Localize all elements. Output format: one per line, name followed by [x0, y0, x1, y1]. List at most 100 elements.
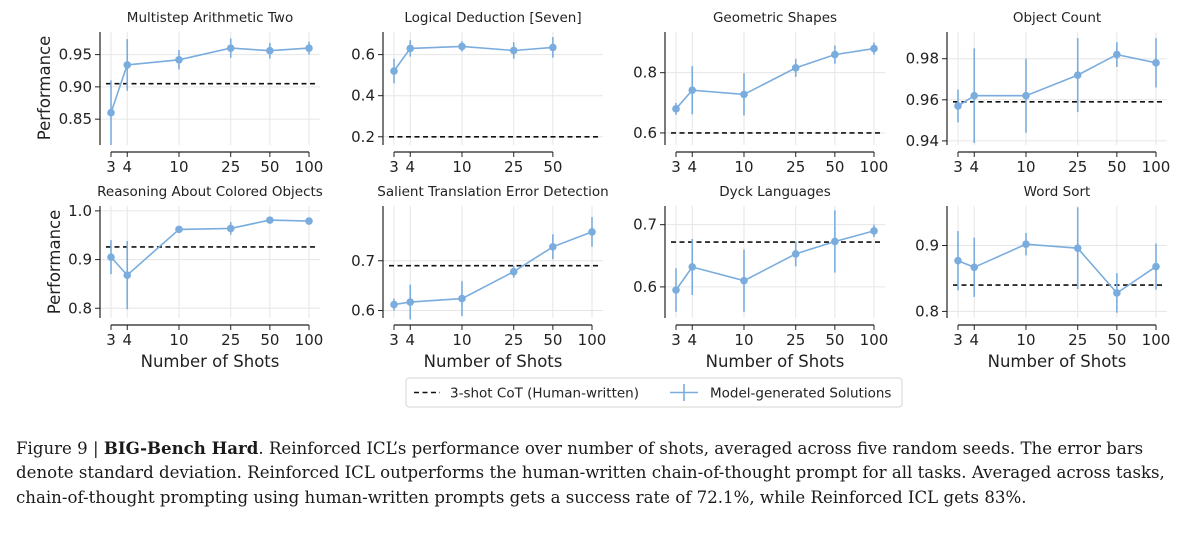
x-tick-label: 100 — [1142, 331, 1171, 349]
x-tick-label: 3 — [389, 331, 399, 349]
x-tick-label: 3 — [953, 158, 963, 176]
x-tick-label: 100 — [860, 331, 889, 349]
x-tick-label: 100 — [295, 331, 324, 349]
x-axis-label: Number of Shots — [141, 352, 280, 371]
y-tick-label: 0.7 — [351, 252, 375, 270]
x-tick-label: 25 — [504, 331, 523, 349]
x-tick-label: 25 — [1068, 158, 1087, 176]
subplot-1: Multistep Arithmetic Two 0.85 0.90 0.95 3 4 10… — [59, 10, 324, 176]
y-tick-label: 0.8 — [68, 299, 92, 317]
x-axis-label: Number of Shots — [988, 352, 1127, 371]
data-point — [305, 44, 313, 52]
subplot-title: Reasoning About Colored Objects — [97, 184, 323, 200]
y-tick-label: 0.8 — [915, 302, 939, 320]
figure-caption: Figure 9 | BIG-Bench Hard. Reinforced IC… — [16, 436, 1196, 510]
x-tick-label: 3 — [671, 331, 681, 349]
data-point — [1113, 289, 1121, 297]
x-tick-label: 4 — [122, 331, 132, 349]
x-tick-label: 100 — [1142, 158, 1171, 176]
x-tick-label: 50 — [543, 158, 562, 176]
data-point — [549, 43, 557, 52]
subplot-title: Logical Deduction [Seven] — [404, 10, 581, 26]
x-tick-label: 3 — [671, 158, 681, 176]
subplot-title: Dyck Languages — [719, 184, 831, 200]
caption-label: Figure 9 | — [16, 439, 104, 458]
x-tick-label: 10 — [169, 331, 188, 349]
data-point — [458, 294, 466, 303]
legend-box — [405, 377, 903, 408]
x-tick-label: 50 — [1107, 158, 1126, 176]
legend-baseline-label: 3-shot CoT (Human-written) — [450, 386, 639, 402]
x-tick-label: 4 — [969, 331, 979, 349]
y-tick-label: 0.6 — [633, 278, 657, 296]
subplot-5: Reasoning About Colored Objects 0.8 0.9 1.0… — [68, 184, 323, 371]
y-tick-label: 0.9 — [68, 251, 92, 269]
x-tick-label: 3 — [389, 158, 399, 176]
data-point — [123, 61, 132, 69]
data-point — [970, 91, 979, 100]
data-point — [1022, 240, 1030, 249]
x-tick-label: 4 — [405, 158, 415, 176]
data-point — [406, 298, 415, 306]
data-point — [123, 271, 132, 279]
data-point — [509, 46, 518, 55]
x-axis-label: Number of Shots — [706, 352, 845, 371]
series-line — [393, 231, 593, 306]
series-line — [110, 47, 310, 113]
x-tick-label: 10 — [169, 158, 188, 176]
x-tick-label: 4 — [687, 158, 697, 176]
subplot-2: Logical Deduction [Seven] 0.2 0.4 0.6 3 4 10 25… — [351, 10, 603, 176]
x-tick-label: 3 — [953, 331, 963, 349]
x-tick-label: 4 — [969, 158, 979, 176]
data-point — [305, 217, 313, 225]
data-point — [954, 102, 962, 110]
x-tick-label: 25 — [221, 158, 240, 176]
subplot-title: Salient Translation Error Detection — [377, 184, 608, 200]
y-axis-label-bottom: Performance — [45, 210, 64, 315]
data-point — [791, 250, 800, 258]
series-line — [675, 47, 875, 110]
y-tick-label: 0.6 — [633, 124, 657, 142]
data-point — [688, 86, 697, 94]
x-tick-label: 4 — [405, 331, 415, 349]
y-axis-label-top: Performance — [35, 36, 54, 141]
data-point — [107, 108, 115, 117]
y-tick-label: 0.2 — [351, 128, 375, 146]
data-point — [672, 286, 680, 294]
x-tick-label: 3 — [106, 331, 116, 349]
data-point — [509, 267, 518, 276]
data-point — [1152, 59, 1160, 67]
series-line — [393, 45, 553, 72]
x-tick-label: 25 — [1068, 331, 1087, 349]
data-point — [740, 276, 748, 285]
y-tick-label: 0.90 — [59, 78, 92, 96]
subplot-title: Object Count — [1013, 10, 1101, 26]
x-tick-label: 25 — [221, 331, 240, 349]
subplot-7: Dyck Languages 0.6 0.7 3 4 10 25 50 100 Number of… — [633, 184, 888, 371]
series-line — [957, 53, 1157, 107]
x-tick-label: 4 — [122, 158, 132, 176]
y-tick-label: 0.9 — [915, 237, 939, 255]
x-tick-label: 25 — [504, 158, 523, 176]
x-tick-label: 100 — [578, 331, 607, 349]
subplot-8: Word Sort 0.8 0.9 3 4 10 25 50 100 Number of Shot… — [915, 184, 1170, 371]
data-point — [390, 300, 398, 309]
y-tick-label: 0.4 — [351, 87, 375, 105]
x-tick-label: 10 — [734, 158, 753, 176]
y-tick-label: 1.0 — [68, 202, 92, 220]
data-point — [870, 44, 878, 53]
legend: 3-shot CoT (Human-written) Model-generate… — [405, 377, 903, 408]
x-tick-label: 4 — [687, 331, 697, 349]
series-line — [110, 219, 310, 277]
x-tick-label: 10 — [1016, 158, 1035, 176]
caption-title: BIG-Bench Hard — [103, 438, 259, 458]
x-tick-label: 10 — [452, 158, 471, 176]
x-tick-label: 3 — [106, 158, 116, 176]
x-tick-label: 25 — [786, 158, 805, 176]
x-tick-label: 50 — [260, 331, 279, 349]
data-point — [226, 224, 235, 233]
series-line — [675, 230, 875, 291]
subplot-title: Multistep Arithmetic Two — [127, 10, 293, 26]
data-point — [588, 228, 596, 236]
